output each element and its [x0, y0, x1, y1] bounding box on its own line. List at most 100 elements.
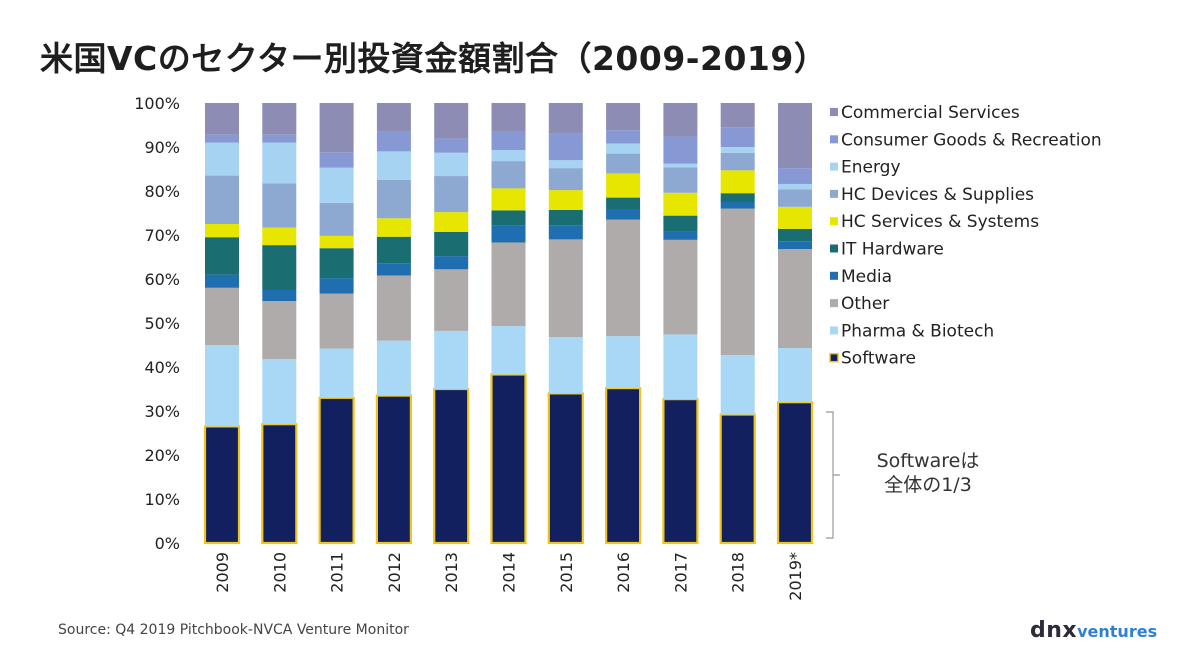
chart-title: 米国VCのセクター別投資金額割合（2009-2019）	[40, 39, 828, 78]
legend-label-commercial-services: Commercial Services	[841, 103, 1020, 123]
bar-segment-other	[663, 239, 698, 335]
bar-segment-hc-devices-supplies	[262, 183, 297, 228]
bar-segment-it-hardware	[434, 231, 469, 257]
bar-segment-consumer-goods-recreation	[319, 152, 354, 168]
bar-segment-software	[375, 394, 412, 545]
legend-swatch-software	[829, 352, 839, 363]
bar-segment-pharma-biotech	[319, 348, 354, 398]
bar-segment-hc-devices-supplies	[205, 175, 239, 224]
annotation-line-1: Softwareは	[876, 450, 980, 472]
legend-swatch-consumer-goods-recreation	[830, 135, 838, 144]
bar-segment-pharma-biotech	[205, 345, 239, 427]
y-axis: 0% 10% 20% 30% 40% 50% 60% 70% 80% 90% 100%	[134, 94, 180, 553]
bar-segment-pharma-biotech	[606, 336, 641, 389]
bar-segment-it-hardware	[663, 215, 698, 232]
bar-segment-consumer-goods-recreation	[606, 130, 641, 144]
legend-label-energy: Energy	[841, 158, 901, 178]
bar-segment-consumer-goods-recreation	[262, 134, 297, 143]
bar-segment-media	[606, 209, 641, 220]
bar-segment-hc-services-systems	[205, 224, 239, 238]
bar-segment-consumer-goods-recreation	[548, 133, 583, 161]
bar-segment-it-hardware	[319, 248, 354, 279]
y-tick-label: 10%	[144, 490, 180, 509]
bar-segment-hc-services-systems	[319, 235, 354, 249]
x-axis: 2009 2010 2011 2012 2013 2014 2015 2016 2017 2018…	[213, 552, 805, 601]
bar-segment-other	[262, 301, 297, 360]
software-bracket	[826, 411, 840, 539]
bar-segment-media	[548, 225, 583, 240]
bar-segment-commercial-services	[778, 103, 812, 169]
bar-segment-other	[548, 239, 583, 338]
x-tick-label: 2017	[671, 552, 690, 593]
bar-segment-hc-devices-supplies	[663, 167, 698, 193]
bar-segment-other	[606, 219, 641, 337]
bar-segment-hc-devices-supplies	[319, 202, 354, 236]
bar-segment-energy	[720, 147, 755, 153]
bar-segment-energy	[548, 160, 583, 169]
bar-segment-consumer-goods-recreation	[376, 131, 411, 152]
bar-segment-energy	[262, 142, 297, 184]
legend-swatch-pharma-biotech	[830, 326, 838, 335]
x-tick-label: 2010	[270, 552, 289, 593]
bar-segment-pharma-biotech	[262, 359, 297, 425]
bar-segment-consumer-goods-recreation	[778, 168, 812, 184]
bar-segment-other	[319, 293, 354, 349]
x-tick-label: 2015	[557, 552, 576, 593]
bar-segment-commercial-services	[319, 103, 354, 153]
bar-segment-commercial-services	[720, 103, 755, 128]
bar-segment-it-hardware	[548, 209, 583, 226]
bar-segment-software	[547, 392, 584, 545]
bar-segment-other	[491, 242, 526, 327]
legend-swatch-energy	[830, 162, 838, 171]
dnx-ventures-logo: dnxventures	[1030, 618, 1157, 643]
legend-label-consumer-goods-recreation: Consumer Goods & Recreation	[841, 130, 1102, 150]
bar-segment-pharma-biotech	[663, 334, 698, 400]
bar-segment-media	[778, 241, 812, 250]
bar-segment-media	[720, 202, 755, 209]
legend-label-hc-devices-supplies: HC Devices & Supplies	[841, 185, 1034, 205]
y-tick-label: 20%	[144, 446, 180, 465]
bar-segment-media	[663, 231, 698, 240]
bar-segment-energy	[434, 152, 469, 177]
x-tick-label: 2018	[729, 552, 748, 593]
bar-segment-consumer-goods-recreation	[491, 131, 526, 151]
legend-label-hc-services-systems: HC Services & Systems	[841, 212, 1039, 232]
bar-segment-software	[604, 387, 642, 545]
bar-segment-commercial-services	[606, 103, 641, 131]
bar-segment-energy	[491, 150, 526, 162]
bar-segment-consumer-goods-recreation	[720, 127, 755, 147]
y-tick-label: 60%	[144, 270, 180, 289]
y-tick-label: 30%	[144, 402, 180, 421]
bar-segment-software	[261, 423, 298, 545]
legend-swatch-it-hardware	[830, 244, 838, 253]
bar-segment-other	[376, 275, 411, 341]
bar-segment-energy	[319, 167, 354, 203]
legend-label-media: Media	[841, 267, 892, 287]
bar-segment-it-hardware	[376, 236, 411, 264]
legend-swatch-hc-services-systems	[830, 217, 838, 226]
bar-segment-consumer-goods-recreation	[663, 136, 698, 164]
legend: Commercial Services Consumer Goods & Recr…	[829, 103, 1102, 369]
bars	[203, 103, 814, 545]
bar-segment-energy	[606, 143, 641, 154]
y-tick-label: 0%	[155, 534, 180, 553]
bar-segment-software	[318, 396, 355, 545]
x-tick-label: 2013	[442, 552, 461, 593]
bar-segment-commercial-services	[205, 103, 239, 135]
y-tick-label: 40%	[144, 358, 180, 377]
y-tick-label: 50%	[144, 314, 180, 333]
bar-segment-hc-services-systems	[606, 173, 641, 198]
bar-segment-energy	[205, 142, 239, 176]
x-tick-label: 2016	[614, 552, 633, 593]
bar-segment-media	[262, 290, 297, 301]
legend-label-software: Software	[841, 349, 916, 369]
bar-segment-media	[205, 274, 239, 288]
bar-segment-hc-services-systems	[663, 192, 698, 216]
bar-segment-consumer-goods-recreation	[434, 138, 469, 153]
bar-segment-hc-services-systems	[778, 206, 812, 229]
legend-swatch-other	[830, 299, 838, 308]
bar-segment-media	[491, 225, 526, 243]
x-tick-label: 2019*	[786, 552, 805, 601]
legend-swatch-hc-devices-supplies	[830, 189, 838, 198]
